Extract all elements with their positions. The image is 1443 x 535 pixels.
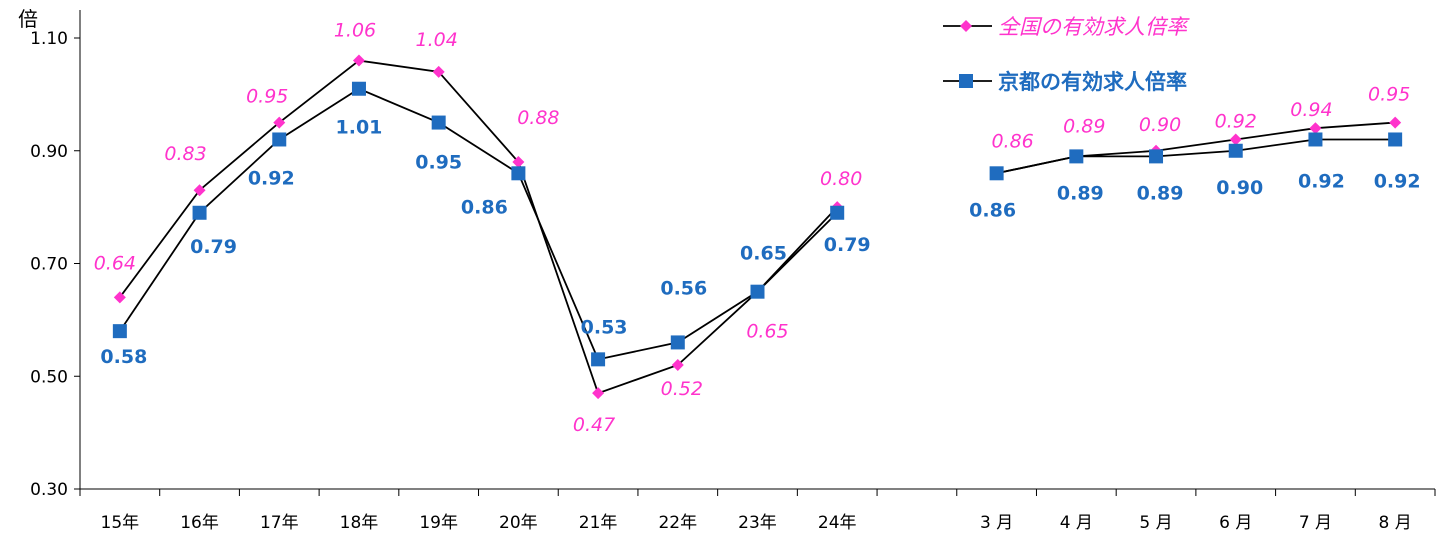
chart-axes: 1.10 0.90 0.70 0.50 0.30 倍 15年 16年 17年 18年 19年 20年 2… <box>18 7 1436 533</box>
y-tick-label: 0.70 <box>30 255 68 275</box>
data-label-national: 0.65 <box>746 321 788 343</box>
data-label-kyoto: 0.92 <box>248 167 295 189</box>
x-tick-label: 22年 <box>658 513 697 533</box>
data-point-national <box>432 65 445 78</box>
data-point-kyoto <box>750 284 765 299</box>
data-labels: 0.64 0.83 0.95 1.06 1.04 0.88 0.47 0.52 0.65 0.80… <box>94 20 1421 437</box>
y-tick-label: 1.10 <box>30 29 68 49</box>
data-point-national <box>1229 133 1242 146</box>
data-label-kyoto: 0.79 <box>824 234 871 256</box>
data-label-kyoto: 0.86 <box>969 199 1016 221</box>
data-label-national: 0.95 <box>246 86 288 108</box>
data-label-kyoto: 1.01 <box>336 117 383 139</box>
x-tick-label: 20年 <box>499 513 538 533</box>
data-label-kyoto: 0.79 <box>190 236 237 258</box>
data-label-national: 0.86 <box>991 130 1033 152</box>
y-tick-label: 0.30 <box>30 480 68 500</box>
data-point-national <box>273 116 286 129</box>
data-label-national: 1.04 <box>416 29 458 51</box>
x-tick-label: 15年 <box>101 513 140 533</box>
data-label-kyoto: 0.95 <box>415 152 462 174</box>
data-label-kyoto: 0.65 <box>740 243 787 265</box>
data-label-kyoto: 0.58 <box>100 346 147 368</box>
x-tick-label: 18年 <box>340 513 379 533</box>
data-label-national: 0.90 <box>1139 114 1181 136</box>
data-point-kyoto <box>670 335 685 350</box>
x-tick-label: 8 月 <box>1379 513 1412 533</box>
data-point-kyoto <box>591 352 606 367</box>
series-line-national <box>996 121 1396 175</box>
series-line-kyoto <box>119 87 838 361</box>
data-label-national: 0.94 <box>1290 99 1332 121</box>
x-tick-label: 3 月 <box>980 513 1013 533</box>
x-tick-label: 4 月 <box>1060 513 1093 533</box>
data-label-national: 0.52 <box>661 378 703 400</box>
data-label-national: 0.92 <box>1215 110 1257 132</box>
series-line-national <box>119 59 838 395</box>
data-point-kyoto <box>1308 132 1323 147</box>
x-tick-label: 21年 <box>579 513 618 533</box>
series-markers <box>112 54 1403 400</box>
x-tick-label: 7 月 <box>1299 513 1332 533</box>
series-lines <box>119 59 1396 395</box>
data-label-kyoto: 0.89 <box>1057 182 1104 204</box>
x-tick-label: 17年 <box>260 513 299 533</box>
data-point-kyoto <box>192 205 207 220</box>
data-point-kyoto <box>272 132 287 147</box>
legend-label: 全国の有効求人倍率 <box>998 15 1190 39</box>
legend-marker-square <box>959 74 973 88</box>
data-label-kyoto: 0.89 <box>1137 182 1184 204</box>
data-point-national <box>193 184 206 197</box>
x-tick-label: 23年 <box>738 513 777 533</box>
data-label-national: 0.89 <box>1063 115 1105 137</box>
data-point-kyoto <box>989 166 1004 181</box>
y-tick-label: 0.90 <box>30 142 68 162</box>
data-point-national <box>592 387 605 400</box>
data-point-national <box>1389 116 1402 129</box>
data-label-kyoto: 0.53 <box>581 316 628 338</box>
y-tick-label: 0.50 <box>30 367 68 387</box>
data-point-kyoto <box>1149 149 1164 164</box>
data-point-kyoto <box>431 115 446 130</box>
data-point-kyoto <box>511 166 526 181</box>
data-point-kyoto <box>1069 149 1084 164</box>
data-label-kyoto: 0.86 <box>461 196 508 218</box>
data-label-national: 0.83 <box>164 143 206 165</box>
legend-marker-diamond <box>960 20 972 32</box>
y-axis-unit-label: 倍 <box>18 7 38 31</box>
x-tick-label: 24年 <box>818 513 857 533</box>
data-label-national: 0.47 <box>573 414 615 436</box>
data-point-kyoto <box>1228 143 1243 158</box>
data-label-national: 0.80 <box>820 168 862 190</box>
x-tick-label: 6 月 <box>1219 513 1252 533</box>
data-label-national: 0.95 <box>1368 84 1410 106</box>
data-label-kyoto: 0.92 <box>1374 170 1421 192</box>
data-label-national: 0.88 <box>517 107 559 129</box>
x-tick-label: 16年 <box>180 513 219 533</box>
legend-label: 京都の有効求人倍率 <box>998 70 1187 94</box>
data-label-kyoto: 0.92 <box>1298 170 1345 192</box>
data-point-national <box>671 358 684 371</box>
data-label-kyoto: 0.56 <box>660 277 707 299</box>
data-label-kyoto: 0.90 <box>1216 177 1263 199</box>
data-label-national: 0.64 <box>94 252 136 274</box>
x-tick-label: 5 月 <box>1139 513 1172 533</box>
data-point-kyoto <box>830 205 845 220</box>
data-point-national <box>512 156 525 169</box>
data-point-kyoto <box>351 81 366 96</box>
data-point-national <box>1309 122 1322 135</box>
data-point-national <box>113 291 126 304</box>
data-label-national: 1.06 <box>334 20 376 42</box>
x-tick-label: 19年 <box>419 513 458 533</box>
data-point-national <box>352 54 365 67</box>
data-point-kyoto <box>112 324 127 339</box>
series-line-kyoto <box>996 138 1396 175</box>
data-point-kyoto <box>1388 132 1403 147</box>
